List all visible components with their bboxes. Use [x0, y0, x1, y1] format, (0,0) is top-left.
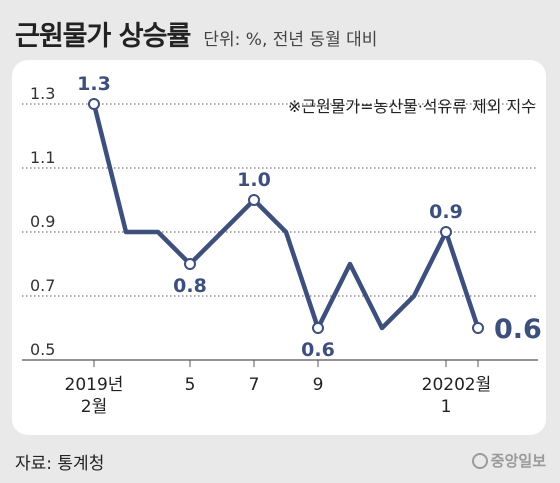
data-point	[184, 258, 196, 270]
x-tick-label: 2월	[465, 375, 491, 395]
data-point	[472, 322, 484, 334]
publisher-logo: 중앙일보	[471, 450, 546, 471]
data-label: 1.3	[77, 73, 111, 95]
data-point	[312, 322, 324, 334]
chart-note: ※근원물가=농산물·석유류 제외 지수	[288, 97, 536, 116]
chart-panel: 1.3 1.1 0.9 0.7 0.5 2019년 2월 5 7 9 2020. 1 2월 ※근원물가=농…	[12, 60, 546, 435]
y-tick-label: 0.9	[30, 212, 55, 231]
logo-icon	[471, 453, 488, 469]
data-label: 0.8	[173, 275, 207, 297]
y-tick-label: 1.3	[30, 84, 55, 103]
data-point	[248, 194, 260, 206]
y-tick-label: 0.7	[30, 276, 55, 295]
chart-header: 근원물가 상승률 단위: %, 전년 동월 대비	[15, 14, 377, 54]
unit-note: 단위: %, 전년 동월 대비	[203, 30, 378, 50]
x-tick-label: 9	[313, 375, 324, 395]
logo-text: 중앙일보	[490, 452, 546, 470]
x-tick-label: 2020.	[422, 375, 471, 395]
x-tick-label: 7	[249, 375, 260, 395]
y-tick-label: 1.1	[30, 148, 55, 167]
series-line	[91, 101, 481, 331]
x-tick-label: 1	[441, 397, 452, 417]
data-label: 1.0	[237, 169, 271, 191]
chart-title: 근원물가 상승률	[15, 21, 191, 52]
x-tick-label: 5	[185, 375, 196, 395]
x-tick-label: 2019년	[65, 375, 124, 395]
data-label: 0.6	[494, 314, 542, 345]
source-note: 자료: 통계청	[15, 454, 105, 474]
data-label: 0.6	[301, 339, 335, 361]
data-label: 0.9	[429, 201, 463, 223]
x-tick-label: 2월	[81, 397, 107, 417]
y-tick-label: 0.5	[30, 340, 55, 359]
data-point	[88, 98, 100, 110]
data-point	[440, 226, 452, 238]
